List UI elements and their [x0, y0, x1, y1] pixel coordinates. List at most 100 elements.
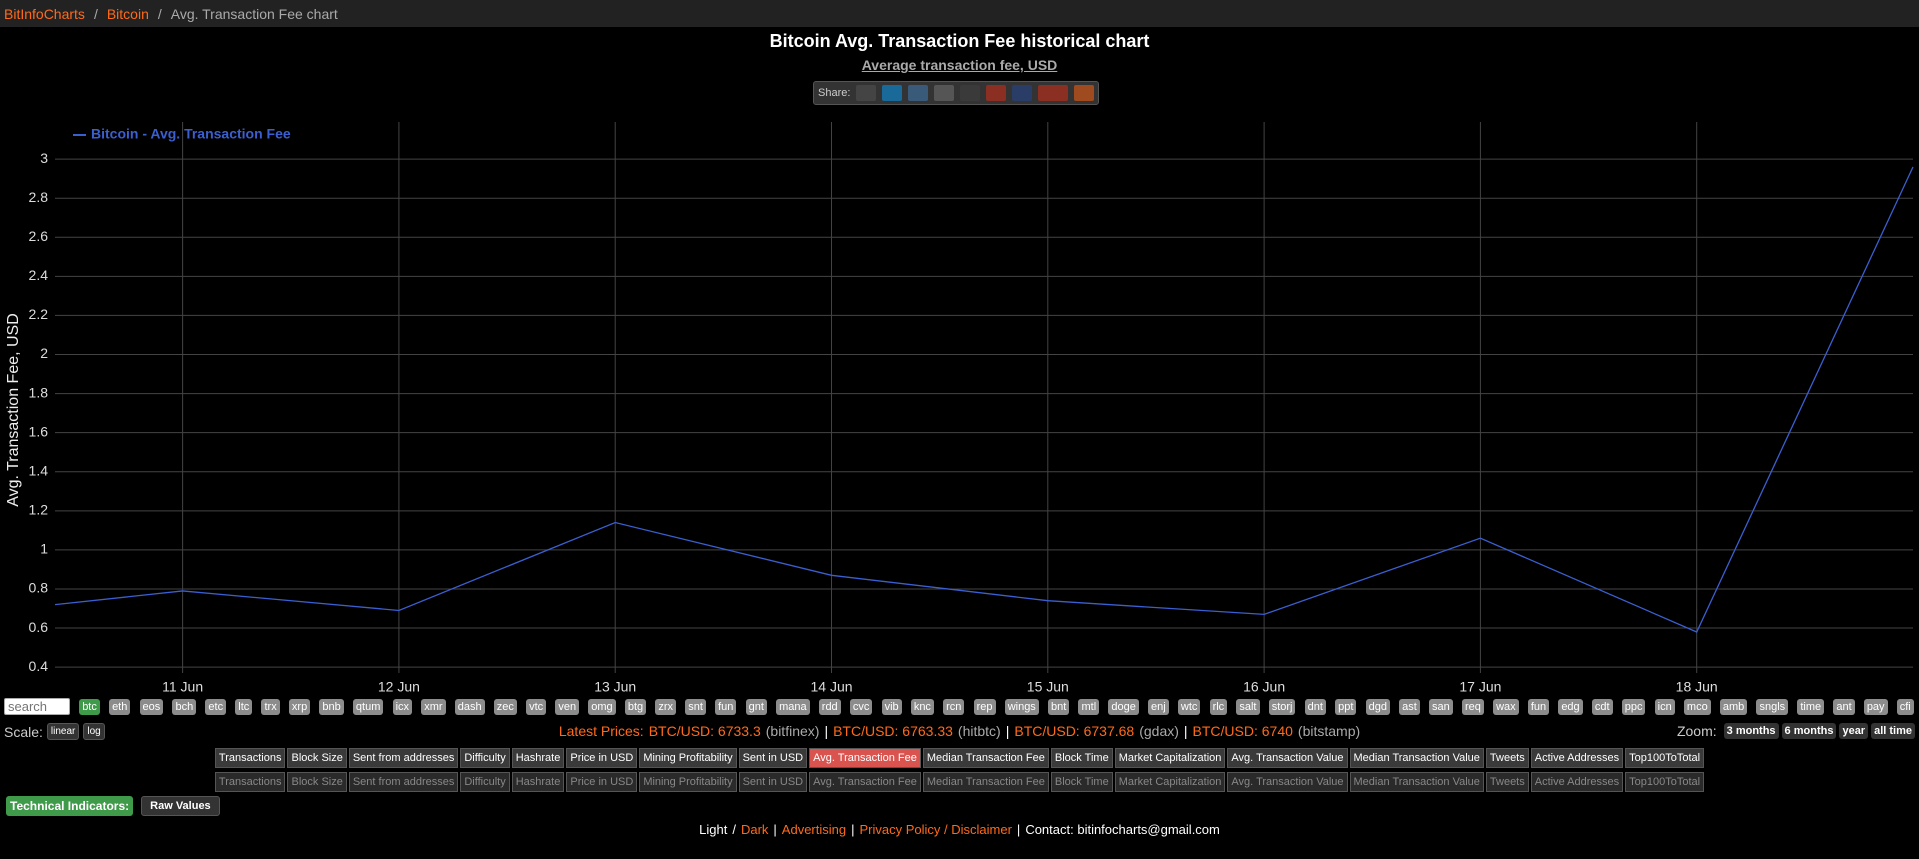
coin-button[interactable]: eos	[139, 698, 164, 715]
metric-button[interactable]: Hashrate	[511, 772, 565, 792]
metric-button[interactable]: Price in USD	[566, 772, 638, 792]
coin-button[interactable]: pay	[1863, 698, 1888, 715]
coin-button[interactable]: eth	[109, 698, 131, 715]
coin-button[interactable]: dnt	[1304, 698, 1326, 715]
metric-button[interactable]: Median Transaction Fee	[922, 748, 1049, 768]
scale-button[interactable]: linear	[46, 723, 80, 740]
coin-button[interactable]: time	[1797, 698, 1825, 715]
metric-button[interactable]: Avg. Transaction Fee	[809, 748, 921, 768]
coin-button[interactable]: rep	[973, 698, 996, 715]
coin-button[interactable]: knc	[910, 698, 934, 715]
coin-button[interactable]: fun	[1527, 698, 1550, 715]
metric-button[interactable]: Median Transaction Value	[1349, 772, 1484, 792]
coin-button[interactable]: ltc	[235, 698, 253, 715]
coin-button[interactable]: fun	[715, 698, 737, 715]
metric-button[interactable]: Sent from addresses	[348, 772, 459, 792]
metric-button[interactable]: Block Size	[287, 772, 347, 792]
metric-button[interactable]: Avg. Transaction Fee	[809, 772, 921, 792]
share-twitter[interactable]	[882, 85, 903, 101]
coin-button[interactable]: storj	[1268, 698, 1296, 715]
raw-values-button[interactable]: Raw Values	[141, 796, 220, 816]
coin-button[interactable]: ant	[1833, 698, 1855, 715]
metric-button[interactable]: Median Transaction Fee	[922, 772, 1049, 792]
metric-button[interactable]: Difficulty	[460, 772, 510, 792]
coin-button[interactable]: rcn	[943, 698, 965, 715]
footer-link[interactable]: Privacy Policy / Disclaimer	[859, 822, 1012, 837]
coin-button[interactable]: bnb	[319, 698, 344, 715]
metric-button[interactable]: Active Addresses	[1530, 772, 1624, 792]
share-reddit[interactable]	[856, 85, 877, 101]
coin-button[interactable]: btc	[79, 698, 100, 715]
coin-button[interactable]: btg	[624, 698, 647, 715]
technical-indicators-button[interactable]: Technical Indicators:	[6, 796, 134, 816]
coin-button[interactable]: cdt	[1591, 698, 1613, 715]
coin-button[interactable]: cfi	[1896, 698, 1914, 715]
coin-button[interactable]: snt	[685, 698, 706, 715]
metric-button[interactable]: Median Transaction Value	[1349, 748, 1484, 768]
footer-link[interactable]: Advertising	[781, 822, 847, 837]
coin-button[interactable]: omg	[588, 698, 616, 715]
coin-button[interactable]: zec	[493, 698, 517, 715]
metric-button[interactable]: Avg. Transaction Value	[1227, 772, 1348, 792]
coin-button[interactable]: mana	[776, 698, 810, 715]
coin-button[interactable]: rdd	[818, 698, 841, 715]
coin-button[interactable]: ast	[1399, 698, 1420, 715]
footer-link[interactable]: Dark	[740, 822, 769, 837]
share-gplus[interactable]	[986, 85, 1007, 101]
coin-button[interactable]: ppt	[1335, 698, 1357, 715]
coin-button[interactable]: icn	[1654, 698, 1675, 715]
metric-button[interactable]: Block Time	[1050, 772, 1113, 792]
zoom-button[interactable]: all time	[1871, 723, 1915, 739]
metric-button[interactable]: Mining Profitability	[639, 772, 737, 792]
coin-button[interactable]: salt	[1236, 698, 1260, 715]
coin-button[interactable]: xrp	[288, 698, 311, 715]
coin-button[interactable]: icx	[392, 698, 413, 715]
metric-button[interactable]: Price in USD	[566, 748, 638, 768]
share-facebook[interactable]	[1012, 85, 1033, 101]
coin-button[interactable]: sngls	[1756, 698, 1789, 715]
coin-button[interactable]: zrx	[655, 698, 677, 715]
coin-button[interactable]: mco	[1683, 698, 1711, 715]
zoom-button[interactable]: 6 months	[1781, 723, 1837, 739]
coin-button[interactable]: wings	[1004, 698, 1039, 715]
coin-button[interactable]: bnt	[1048, 698, 1070, 715]
metric-button[interactable]: Hashrate	[511, 748, 565, 768]
metric-button[interactable]: Avg. Transaction Value	[1227, 748, 1348, 768]
coin-button[interactable]: enj	[1148, 698, 1169, 715]
coin-button[interactable]: gnt	[745, 698, 767, 715]
coin-button[interactable]: vib	[881, 698, 902, 715]
metric-button[interactable]: Block Time	[1050, 748, 1113, 768]
share-blogger[interactable]	[1074, 85, 1095, 101]
metric-button[interactable]: Transactions	[214, 772, 286, 792]
coin-button[interactable]: dash	[454, 698, 485, 715]
metric-button[interactable]: Mining Profitability	[639, 748, 737, 768]
coin-button[interactable]: wax	[1493, 698, 1519, 715]
metric-button[interactable]: Top100ToTotal	[1625, 772, 1705, 792]
scale-button[interactable]: log	[83, 723, 105, 740]
coin-button[interactable]: doge	[1108, 698, 1139, 715]
coin-button[interactable]: wtc	[1177, 698, 1201, 715]
coin-button[interactable]: ven	[555, 698, 580, 715]
coin-button[interactable]: dgd	[1365, 698, 1390, 715]
metric-button[interactable]: Market Capitalization	[1114, 748, 1226, 768]
coin-button[interactable]: amb	[1719, 698, 1748, 715]
coin-button[interactable]: ppc	[1621, 698, 1646, 715]
coin-button[interactable]: bch	[172, 698, 197, 715]
metric-button[interactable]: Market Capitalization	[1114, 772, 1226, 792]
metric-button[interactable]: Tweets	[1485, 772, 1529, 792]
metric-button[interactable]: Sent in USD	[738, 748, 808, 768]
metric-button[interactable]: Top100ToTotal	[1625, 748, 1705, 768]
breadcrumb-link[interactable]: Bitcoin	[106, 5, 149, 22]
coin-button[interactable]: trx	[261, 698, 280, 715]
share-other[interactable]	[960, 85, 981, 101]
breadcrumb-link[interactable]: BitInfoCharts	[4, 5, 85, 22]
share-weibo[interactable]	[934, 85, 955, 101]
coin-button[interactable]: qtum	[352, 698, 384, 715]
coin-button[interactable]: etc	[205, 698, 227, 715]
share-vk[interactable]	[908, 85, 929, 101]
coin-button[interactable]: mtl	[1078, 698, 1100, 715]
search-box[interactable]	[4, 698, 70, 715]
share-plusone[interactable]	[1038, 85, 1069, 101]
metric-button[interactable]: Sent in USD	[738, 772, 808, 792]
metric-button[interactable]: Tweets	[1485, 748, 1529, 768]
